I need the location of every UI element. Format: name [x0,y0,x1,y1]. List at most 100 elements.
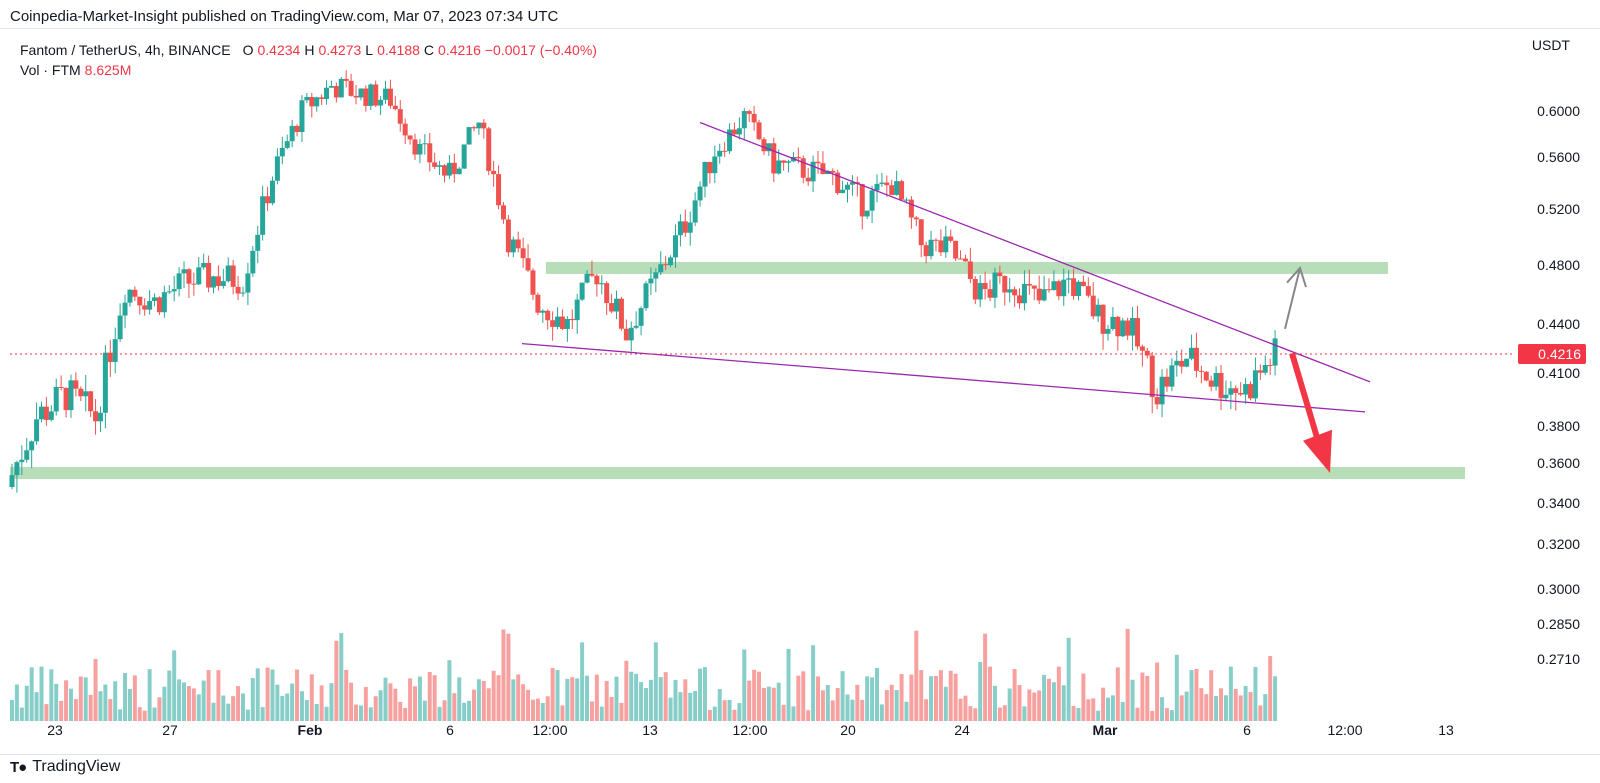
price-chart[interactable]: 0.6000 0.5600 0.5200 0.4800 0.4400 0.4100 0.38… [0,29,1600,754]
volume-bar [658,677,663,721]
candle-body [235,286,241,294]
candle-body [1100,304,1106,334]
price-tick-label: 0.3400 [1537,495,1580,511]
volume-bar [958,698,963,721]
volume-bar [791,706,796,721]
candle-body [515,239,521,249]
candle-body [1208,380,1214,387]
volume-bar [943,686,948,721]
volume-bar [1076,708,1081,721]
arrows [1284,265,1332,473]
candle-body [1031,285,1037,289]
volume-bar [83,677,88,721]
candle-body [1243,384,1249,395]
candle-body [294,125,300,132]
candle-body [343,78,349,81]
volume-bar [639,682,644,721]
price-tick-label: 0.3200 [1537,536,1580,552]
candle-body [491,170,497,175]
volume-bar [820,690,825,721]
price-axis: 0.6000 0.5600 0.5200 0.4800 0.4400 0.4100 0.38… [1518,103,1586,667]
volume-bar [157,697,162,721]
volume-bar [486,688,491,721]
volume-bar [850,699,855,721]
candle-body [786,161,792,163]
volume-bar [889,684,894,721]
volume-bar [1042,674,1047,721]
candle-body [368,84,374,106]
candle-body [1051,281,1057,291]
breakdown-arrow-icon [1289,352,1321,442]
volume-bar [216,670,221,721]
candle-body [1090,295,1096,317]
volume-bar [835,688,840,721]
candle-body [225,265,231,282]
volume-bar [983,633,988,721]
volume-bar [78,676,83,721]
candle-body [918,219,924,246]
candle-body [392,105,398,110]
volume-bar [44,704,49,721]
volume-bar [585,675,590,721]
candle-body [260,196,266,235]
time-tick-label: Mar [1093,722,1118,738]
tradingview-logo-icon: T● [10,758,27,776]
candle-body [348,80,354,96]
h-value: 0.4273 [318,42,362,58]
breakout-arrowhead-icon [1286,265,1307,288]
volume-bar [1061,685,1066,721]
candle-body [1095,304,1101,317]
candle-body [196,267,202,285]
c-value: 0.4216 [438,42,481,58]
candle-body [751,113,757,123]
candle-body [476,122,482,129]
volume-bar [1174,654,1179,721]
price-tick-label: 0.3600 [1537,455,1580,471]
candle-body [569,318,575,321]
candle-body [899,181,905,200]
candle-body [781,160,787,163]
volume-bar [580,642,585,721]
volume-bar [324,706,329,721]
candle-body [1203,371,1209,381]
chart-area[interactable]: 0.6000 0.5600 0.5200 0.4800 0.4400 0.4100 0.38… [0,28,1600,755]
candle-body [383,88,389,100]
candle-body [1105,328,1111,334]
candle-body [1159,376,1165,405]
candle-body [1149,355,1155,398]
candle-body [879,182,885,184]
candle-body [1041,289,1047,301]
candle-body [535,294,541,313]
volume-bar [516,674,521,721]
volume-bar [1130,679,1135,721]
price-tick-label: 0.2850 [1537,616,1580,632]
candle-body [481,122,487,129]
candle-body [830,170,836,173]
candle-body [83,391,89,397]
price-tick-label: 0.4800 [1537,257,1580,273]
price-tick-label: 0.6000 [1537,103,1580,119]
volume-bar [1184,691,1189,721]
candle-body [304,96,310,101]
candle-body [972,278,978,300]
trendlines [10,121,1515,413]
candle-body [48,411,54,420]
volume-bar [673,679,678,721]
candle-body [181,269,187,274]
candle-body [550,320,556,327]
volume-bar [132,675,137,721]
volume-bar [1091,698,1096,721]
volume-bar [722,700,727,721]
volume-bar [526,689,531,721]
volume-bar [1105,697,1110,721]
candle-body [668,257,674,266]
current-price-label: 0.4216 [1538,346,1581,362]
candle-body [1164,376,1170,387]
volume-bar [712,706,717,721]
volume-bar [398,701,403,721]
candle-body [1198,370,1204,372]
candle-body [427,143,433,163]
volume-bar [1056,666,1061,721]
volume-bar [1273,676,1278,721]
price-tick-label: 0.4100 [1537,365,1580,381]
